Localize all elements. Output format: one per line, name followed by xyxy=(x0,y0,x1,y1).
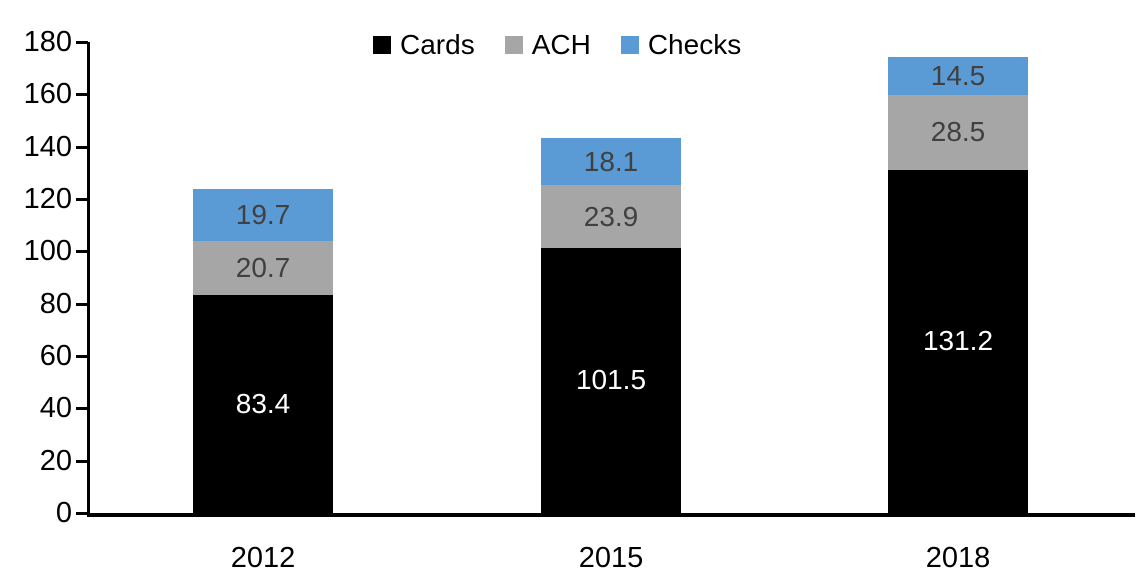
y-axis-tick-mark xyxy=(76,512,88,515)
y-axis-tick-mark xyxy=(76,460,88,463)
legend-item-cards: Cards xyxy=(373,30,475,60)
y-axis-line xyxy=(87,42,90,516)
y-axis-tick-mark xyxy=(76,407,88,410)
bar-2018: 14.5 28.5 131.2 xyxy=(888,57,1028,513)
legend-label: Cards xyxy=(400,29,475,60)
bar-segment-cards-2018: 131.2 xyxy=(888,169,1028,513)
x-axis-label-2015: 2015 xyxy=(578,542,644,574)
bar-segment-checks-2018: 14.5 xyxy=(888,57,1028,95)
bar-segment-value-label: 28.5 xyxy=(930,116,986,148)
bar-segment-ach-2018: 28.5 xyxy=(888,94,1028,170)
y-axis-tick-mark xyxy=(76,93,88,96)
bar-2012: 19.7 20.7 83.4 xyxy=(193,189,333,513)
y-axis-tick-mark xyxy=(76,198,88,201)
bar-segment-value-label: 20.7 xyxy=(235,251,291,283)
bar-segment-value-label: 18.1 xyxy=(583,145,639,177)
y-axis-tick-mark xyxy=(76,250,88,253)
y-axis-tick-mark xyxy=(76,41,88,44)
legend-label: ACH xyxy=(531,29,591,60)
y-axis-tick-label: 140 xyxy=(23,131,72,163)
y-axis-tick-label: 20 xyxy=(39,445,72,477)
bar-segment-checks-2015: 18.1 xyxy=(541,138,681,186)
bar-segment-value-label: 14.5 xyxy=(930,59,986,91)
y-axis-tick-label: 180 xyxy=(23,26,72,58)
bar-segment-checks-2012: 19.7 xyxy=(193,189,333,241)
bar-segment-ach-2015: 23.9 xyxy=(541,185,681,248)
y-axis-tick-mark xyxy=(76,146,88,149)
legend-label: Checks xyxy=(647,29,742,60)
bar-segment-value-label: 19.7 xyxy=(235,198,291,230)
bar-segment-value-label: 83.4 xyxy=(235,387,291,419)
bar-segment-value-label: 23.9 xyxy=(583,200,639,232)
x-axis-label-2018: 2018 xyxy=(925,542,991,574)
x-axis-label-2012: 2012 xyxy=(230,542,296,574)
legend-swatch-cards-icon xyxy=(373,36,391,54)
legend-swatch-ach-icon xyxy=(504,36,523,54)
y-axis-tick-label: 0 xyxy=(55,497,72,529)
y-axis-tick-mark xyxy=(76,303,88,306)
bar-2015: 18.1 23.9 101.5 xyxy=(541,138,681,513)
legend-swatch-checks-icon xyxy=(620,36,639,54)
y-axis-tick-label: 160 xyxy=(23,78,72,110)
bar-segment-cards-2015: 101.5 xyxy=(541,247,681,513)
legend-item-checks: Checks xyxy=(620,29,742,60)
y-axis-tick-mark xyxy=(76,355,88,358)
chart-legend: Cards ACH Checks xyxy=(373,30,741,60)
y-axis-tick-label: 60 xyxy=(39,340,72,372)
bar-segment-cards-2012: 83.4 xyxy=(193,294,333,513)
x-axis-line xyxy=(87,513,1135,517)
y-axis-tick-label: 40 xyxy=(39,392,72,424)
y-axis-tick-label: 100 xyxy=(23,235,72,267)
bar-segment-ach-2012: 20.7 xyxy=(193,240,333,295)
bar-segment-value-label: 101.5 xyxy=(575,364,647,396)
legend-item-ach: ACH xyxy=(504,29,591,60)
y-axis-tick-label: 80 xyxy=(39,288,72,320)
y-axis-tick-label: 120 xyxy=(23,183,72,215)
bar-segment-value-label: 131.2 xyxy=(922,325,994,357)
